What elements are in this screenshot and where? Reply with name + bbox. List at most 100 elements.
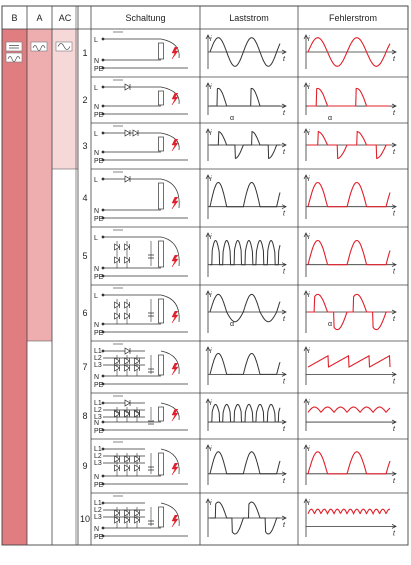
terminal-dot [101,177,105,181]
il-axis-label: i [210,446,212,453]
fault-current-wave [308,293,390,331]
l1-label: L1 [94,500,102,507]
x-arrow-icon [281,372,287,377]
header-schaltung: Schaltung [125,13,165,23]
l-label: L [94,293,98,300]
y-arrow-icon [303,346,309,352]
if-axis-label: i [308,292,310,299]
fault-bolt-icon [171,138,179,152]
y-arrow-icon [303,498,309,504]
load-current-wave [209,181,281,208]
diode-icon [124,357,131,365]
x-arrow-icon [281,103,287,109]
if-axis-label: i [308,176,310,183]
fehlerstrom-plot-row-7: it [303,346,397,385]
pe-label: PE [94,428,104,435]
x-arrow-icon [391,204,397,210]
if-axis-label: i [308,84,310,91]
il-axis-label: i [210,400,212,407]
fault-path [160,178,180,209]
diode-icon [124,175,131,183]
n-label: N [94,420,99,427]
t-axis-label: t [393,530,396,537]
t-axis-label: t [393,378,396,385]
l1-label: L1 [94,400,102,407]
n-label: N [94,208,99,215]
terminal-dot [101,131,105,135]
pe-label: PE [94,216,104,223]
laststrom-plot-row-5: it [205,232,287,277]
load-current-wave [209,37,281,67]
diode-icon [114,410,121,418]
n-label: N [94,526,99,533]
fehlerstrom-plot-row-6: i t α [303,290,397,333]
l-label: L [94,235,98,242]
y-arrow-icon [303,82,309,88]
x-arrow-icon [281,262,287,268]
schaltung-row-2: L NPE [94,79,188,119]
il-axis-label: i [210,348,212,355]
diode-icon [124,301,131,309]
symbol-frame [5,52,23,63]
l2-label: L2 [94,355,102,362]
y-arrow-icon [205,444,211,450]
y-arrow-icon [303,34,309,40]
if-axis-label: i [308,36,310,43]
fault-current-wave [307,354,391,368]
fault-bolt-icon [171,408,179,422]
load-resistor [158,354,164,376]
t-axis-label: t [393,269,396,276]
l3-label: L3 [94,460,102,467]
x-arrow-icon [281,204,287,210]
diode-icon [124,364,131,372]
x-arrow-icon [281,419,287,425]
t-axis-label: t [283,316,286,323]
fault-bolt-icon [171,310,179,324]
il-axis-label: i [210,84,212,91]
l3-label: L3 [94,362,102,369]
pe-label: PE [94,112,104,119]
l2-label: L2 [94,507,102,514]
t-axis-label: t [393,426,396,433]
fault-current-wave [308,87,390,107]
load-resistor [158,452,164,476]
row-number-5: 5 [82,251,87,261]
header-laststrom: Laststrom [229,13,269,23]
laststrom-plot-row-1: it [205,34,287,69]
row-number-4: 4 [82,193,87,203]
l2-label: L2 [94,453,102,460]
a-column-fill [27,29,52,341]
x-arrow-icon [281,142,287,148]
diode-icon [124,410,131,418]
header-a: A [36,13,42,23]
il-axis-label: i [210,36,212,43]
load-current-wave [209,451,281,475]
n-label: N [94,104,99,111]
alpha-label: α [230,321,234,328]
load-current-wave [209,293,281,323]
diode-icon [124,243,131,251]
diode-icon [134,516,141,524]
l-label: L [94,85,98,92]
y-arrow-icon [205,128,211,134]
t-axis-label: t [283,378,286,385]
l-label: L [94,131,98,138]
pe-label: PE [94,330,104,337]
fault-path [160,448,180,475]
l3-label: L3 [94,414,102,421]
terminal-dot [101,293,105,297]
alpha-label: α [230,115,234,122]
load-resistor [158,136,164,152]
b-dc-symbol-icon [5,41,23,52]
schaltung-row-1: L NPE [94,31,188,73]
diode-icon [114,516,121,524]
t-axis-label: t [393,478,396,485]
laststrom-plot-row-8: it [205,398,287,433]
y-arrow-icon [303,290,309,296]
schaltung-row-4: L NPE [94,171,188,223]
y-arrow-icon [205,398,211,404]
fault-bolt-icon [171,254,179,268]
n-label: N [94,266,99,273]
